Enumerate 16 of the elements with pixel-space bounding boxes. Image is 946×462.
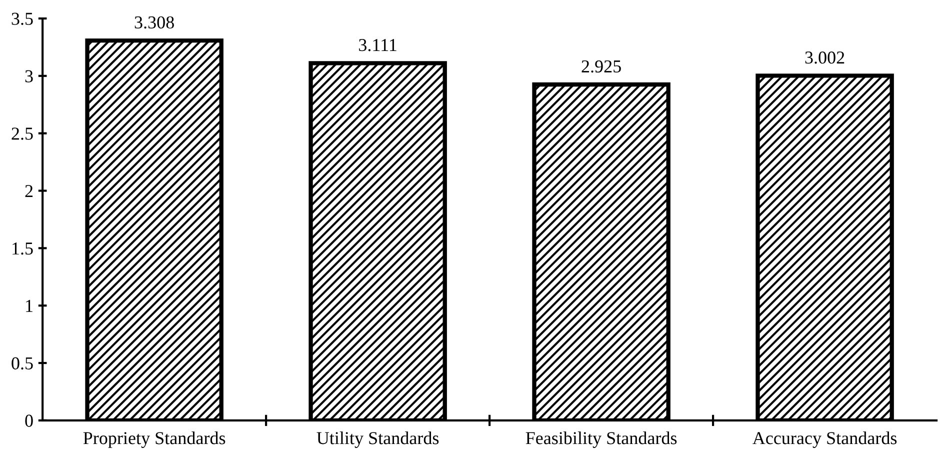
y-tick-label: 3	[25, 70, 33, 82]
y-tick-label: 1.5	[12, 242, 33, 255]
y-tick-label: 0	[25, 414, 33, 427]
x-tick-label: Utility Standards	[316, 432, 439, 448]
data-label: 2.925	[582, 60, 621, 73]
data-label: 3.111	[359, 39, 396, 52]
data-label: 3.002	[805, 51, 844, 64]
x-tick-label: Accuracy Standards	[752, 432, 897, 448]
data-label: 3.308	[134, 16, 174, 29]
y-tick-label: 3.5	[12, 12, 33, 25]
y-tick-label: 2.5	[12, 128, 33, 140]
y-tick-label: 2	[25, 185, 33, 198]
x-tick-label: Feasibility Standards	[526, 432, 677, 448]
x-tick-label: Propriety Standards	[83, 432, 226, 448]
y-tick-label: 1	[26, 300, 32, 312]
y-tick-label: 0.5	[12, 357, 33, 370]
